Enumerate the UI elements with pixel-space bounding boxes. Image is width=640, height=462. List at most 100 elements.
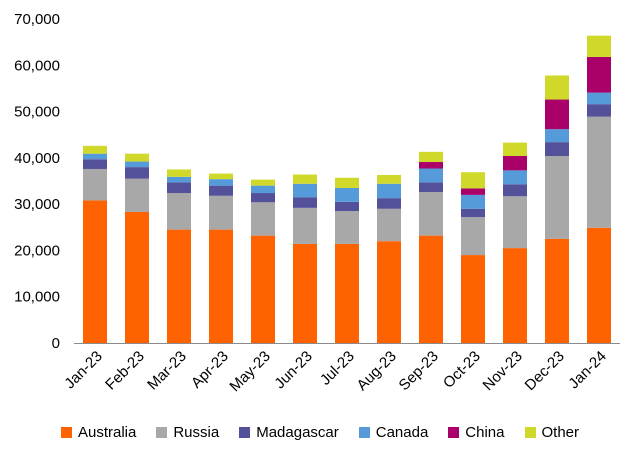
y-tick-label: 20,000 xyxy=(14,242,60,259)
bar-segment-australia xyxy=(503,248,527,343)
y-tick-label: 50,000 xyxy=(14,104,60,121)
bar-segment-russia xyxy=(209,195,233,230)
bar-segment-other xyxy=(503,142,527,156)
legend-swatch xyxy=(524,426,536,438)
legend-item-madagascar: Madagascar xyxy=(239,424,339,441)
legend-item-australia: Australia xyxy=(60,423,137,441)
x-tick-label: Jan-23 xyxy=(61,348,105,392)
y-tick-label: 40,000 xyxy=(14,150,60,167)
bar-segment-canada xyxy=(83,153,107,160)
x-tick-label: Aug-23 xyxy=(354,348,400,394)
bar-segment-australia xyxy=(251,235,275,343)
bar-segment-other xyxy=(419,151,443,163)
bar-segment-madagascar xyxy=(209,185,233,196)
bar-segment-russia xyxy=(461,217,485,256)
x-tick-label: Mar-23 xyxy=(144,348,190,394)
bar-segment-other xyxy=(167,169,191,177)
bar-segment-china xyxy=(503,156,527,171)
x-tick-label: May-23 xyxy=(226,348,273,395)
bar-segment-russia xyxy=(503,196,527,249)
y-tick-label: 0 xyxy=(52,335,60,352)
bar-segment-russia xyxy=(167,193,191,230)
bars xyxy=(83,35,611,343)
x-tick-label: Jan-24 xyxy=(565,348,609,392)
y-tick-label: 70,000 xyxy=(14,11,60,28)
legend-swatch xyxy=(358,426,370,438)
x-tick-label: Apr-23 xyxy=(188,348,232,392)
bar-segment-madagascar xyxy=(377,198,401,209)
bar-segment-other xyxy=(83,145,107,154)
bar-segment-canada xyxy=(461,194,485,209)
bar-segment-other xyxy=(545,75,569,100)
legend-swatch xyxy=(156,426,168,438)
x-tick-label: Dec-23 xyxy=(522,348,568,394)
bar-segment-china xyxy=(419,162,443,169)
legend-swatch xyxy=(448,426,460,438)
bar-segment-russia xyxy=(419,192,443,236)
legend: Australia Russia Madagascar Canada China Othe… xyxy=(0,420,640,444)
bar-segment-australia xyxy=(419,235,443,343)
x-tick-label: Feb-23 xyxy=(102,348,148,394)
bar-segment-china xyxy=(545,99,569,130)
bar-segment-australia xyxy=(545,238,569,343)
bar-segment-australia xyxy=(125,212,149,343)
bar-segment-other xyxy=(209,173,233,180)
bar-segment-madagascar xyxy=(545,142,569,157)
bar-segment-australia xyxy=(335,243,359,343)
bar-segment-other xyxy=(587,35,611,57)
bar-segment-madagascar xyxy=(503,184,527,197)
bar-segment-russia xyxy=(83,168,107,201)
bar-segment-russia xyxy=(251,202,275,236)
bar-segment-australia xyxy=(209,229,233,343)
bar-segment-canada xyxy=(503,170,527,185)
bar-segment-russia xyxy=(125,178,149,213)
legend-label: Madagascar xyxy=(256,423,339,441)
bar-segment-madagascar xyxy=(419,182,443,193)
y-tick-label: 60,000 xyxy=(14,57,60,74)
bar-segment-russia xyxy=(335,211,359,244)
bar-segment-russia xyxy=(587,116,611,228)
bar-segment-other xyxy=(377,174,401,184)
bar-segment-other xyxy=(335,177,359,188)
bar-segment-madagascar xyxy=(335,201,359,212)
legend-label: Russia xyxy=(173,423,220,441)
bar-segment-madagascar xyxy=(587,104,611,117)
bar-segment-russia xyxy=(377,208,401,242)
bar-segment-other xyxy=(125,153,149,162)
bar-segment-other xyxy=(251,179,275,186)
x-tick-label: Sep-23 xyxy=(396,348,442,394)
legend-label: Australia xyxy=(77,423,137,441)
bar-segment-canada xyxy=(209,179,233,186)
bar-segment-russia xyxy=(545,156,569,239)
bar-segment-canada xyxy=(545,129,569,143)
bar-segment-australia xyxy=(83,200,107,343)
bar-segment-madagascar xyxy=(125,167,149,179)
x-tick-label: Jul-23 xyxy=(317,348,358,389)
bar-segment-madagascar xyxy=(293,197,317,208)
bar-segment-australia xyxy=(587,227,611,343)
bar-segment-australia xyxy=(461,255,485,343)
bar-segment-canada xyxy=(377,183,401,199)
y-tick-label: 10,000 xyxy=(14,289,60,306)
bar-segment-canada xyxy=(167,176,191,183)
bar-segment-other xyxy=(293,174,317,184)
bar-segment-canada xyxy=(419,168,443,183)
legend-item-canada: Canada xyxy=(358,424,428,441)
bar-segment-china xyxy=(587,56,611,93)
bar-segment-madagascar xyxy=(83,159,107,169)
legend-item-china: China xyxy=(448,423,505,441)
legend-item-russia: Russia xyxy=(156,424,219,441)
bar-segment-madagascar xyxy=(251,193,275,203)
legend-label: China xyxy=(465,423,505,441)
bar-segment-china xyxy=(461,188,485,195)
bar-segment-canada xyxy=(587,92,611,105)
bar-segment-other xyxy=(461,172,485,189)
legend-item-other: Other xyxy=(524,424,579,441)
y-tick-label: 30,000 xyxy=(14,196,60,213)
bar-segment-madagascar xyxy=(461,208,485,218)
bar-segment-australia xyxy=(167,229,191,343)
x-tick-label: Jun-23 xyxy=(271,348,315,392)
